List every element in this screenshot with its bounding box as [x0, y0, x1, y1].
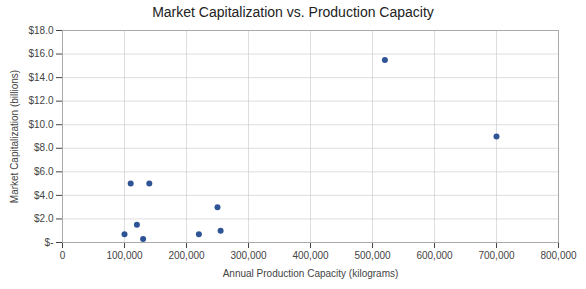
svg-text:100,000: 100,000 — [106, 250, 143, 261]
svg-text:200,000: 200,000 — [168, 250, 205, 261]
svg-text:800,000: 800,000 — [540, 250, 577, 261]
svg-text:Market Capitalization (billion: Market Capitalization (billions) — [9, 70, 20, 203]
svg-text:500,000: 500,000 — [354, 250, 391, 261]
svg-text:600,000: 600,000 — [416, 250, 453, 261]
svg-text:$16.0: $16.0 — [28, 48, 53, 59]
svg-text:$12.0: $12.0 — [28, 95, 53, 106]
svg-text:$8.0: $8.0 — [34, 142, 54, 153]
svg-text:$4.0: $4.0 — [34, 190, 54, 201]
svg-text:$2.0: $2.0 — [34, 213, 54, 224]
html-text:Market Capitalization vs. Prod: Market Capitalization vs. Production Cap… — [152, 4, 434, 20]
svg-text:0: 0 — [60, 250, 66, 261]
svg-text:$14.0: $14.0 — [28, 72, 53, 83]
svg-text:$-: $- — [45, 237, 54, 248]
svg-text:400,000: 400,000 — [292, 250, 329, 261]
svg-text:Annual Production Capacity (ki: Annual Production Capacity (kilograms) — [223, 268, 399, 279]
svg-text:$6.0: $6.0 — [34, 166, 54, 177]
svg-text:$18.0: $18.0 — [28, 25, 53, 36]
svg-text:300,000: 300,000 — [230, 250, 267, 261]
svg-text:$10.0: $10.0 — [28, 119, 53, 130]
svg-text:700,000: 700,000 — [478, 250, 515, 261]
